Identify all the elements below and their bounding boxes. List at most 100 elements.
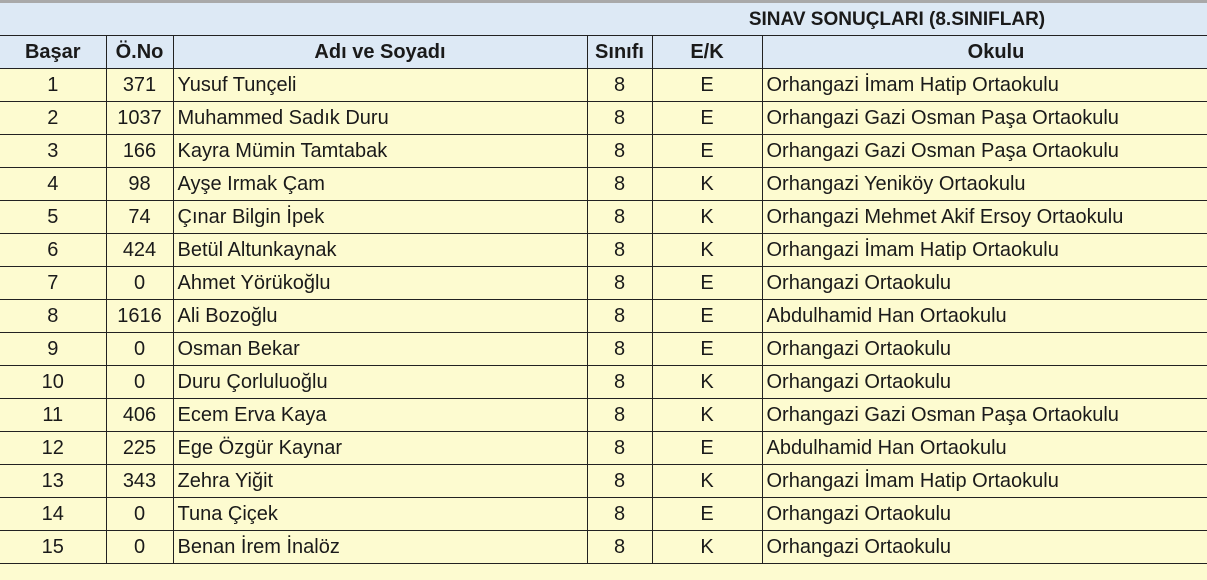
name-cell[interactable]: Zehra Yiğit bbox=[172, 464, 588, 498]
rank-cell[interactable]: 8 bbox=[0, 299, 107, 333]
name-cell[interactable]: Osman Bekar bbox=[172, 332, 588, 366]
school-cell[interactable]: Orhangazi Gazi Osman Paşa Ortaokulu bbox=[761, 134, 1207, 168]
number-cell[interactable]: 225 bbox=[105, 431, 174, 465]
name-cell[interactable]: Ali Bozoğlu bbox=[172, 299, 588, 333]
header-school[interactable]: Okulu bbox=[761, 35, 1207, 69]
gender-cell[interactable]: E bbox=[651, 299, 763, 333]
rank-cell[interactable]: 12 bbox=[0, 431, 107, 465]
rank-cell[interactable]: 14 bbox=[0, 497, 107, 531]
name-cell[interactable]: Yusuf Tunçeli bbox=[172, 68, 588, 102]
number-cell[interactable]: 0 bbox=[105, 365, 174, 399]
school-cell[interactable]: Orhangazi Ortaokulu bbox=[761, 266, 1207, 300]
school-cell[interactable]: Orhangazi Ortaokulu bbox=[761, 365, 1207, 399]
class-cell[interactable]: 8 bbox=[586, 68, 653, 102]
gender-cell[interactable]: E bbox=[651, 68, 763, 102]
name-cell[interactable]: Benan İrem İnalöz bbox=[172, 530, 588, 564]
class-cell[interactable]: 8 bbox=[586, 299, 653, 333]
rank-cell[interactable]: 6 bbox=[0, 233, 107, 267]
name-cell[interactable]: Ayşe Irmak Çam bbox=[172, 167, 588, 201]
rank-cell[interactable]: 2 bbox=[0, 101, 107, 135]
name-cell[interactable]: Ecem Erva Kaya bbox=[172, 398, 588, 432]
gender-cell[interactable]: K bbox=[651, 167, 763, 201]
name-cell[interactable]: Ahmet Yörükoğlu bbox=[172, 266, 588, 300]
gender-cell[interactable]: E bbox=[651, 497, 763, 531]
school-cell[interactable]: Abdulhamid Han Ortaokulu bbox=[761, 299, 1207, 333]
header-gender[interactable]: E/K bbox=[651, 35, 763, 69]
table-row: 3 166 Kayra Mümin Tamtabak 8 E Orhangazi Gazi… bbox=[0, 134, 1207, 168]
class-cell[interactable]: 8 bbox=[586, 431, 653, 465]
number-cell[interactable]: 1037 bbox=[105, 101, 174, 135]
class-cell[interactable]: 8 bbox=[586, 200, 653, 234]
name-cell[interactable]: Kayra Mümin Tamtabak bbox=[172, 134, 588, 168]
rank-cell[interactable]: 10 bbox=[0, 365, 107, 399]
number-cell[interactable]: 74 bbox=[105, 200, 174, 234]
school-cell[interactable]: Orhangazi İmam Hatip Ortaokulu bbox=[761, 68, 1207, 102]
school-cell[interactable]: Orhangazi Gazi Osman Paşa Ortaokulu bbox=[761, 101, 1207, 135]
school-cell[interactable]: Orhangazi Gazi Osman Paşa Ortaokulu bbox=[761, 398, 1207, 432]
gender-cell[interactable]: E bbox=[651, 266, 763, 300]
class-cell[interactable]: 8 bbox=[586, 233, 653, 267]
class-cell[interactable]: 8 bbox=[586, 530, 653, 564]
name-cell[interactable]: Tuna Çiçek bbox=[172, 497, 588, 531]
rank-cell[interactable]: 3 bbox=[0, 134, 107, 168]
school-cell[interactable]: Orhangazi Ortaokulu bbox=[761, 497, 1207, 531]
rank-cell[interactable]: 5 bbox=[0, 200, 107, 234]
class-cell[interactable]: 8 bbox=[586, 464, 653, 498]
gender-cell[interactable]: K bbox=[651, 530, 763, 564]
school-cell[interactable]: Orhangazi Ortaokulu bbox=[761, 530, 1207, 564]
class-cell[interactable]: 8 bbox=[586, 497, 653, 531]
number-cell[interactable]: 166 bbox=[105, 134, 174, 168]
table-row: 8 1616 Ali Bozoğlu 8 E Abdulhamid Han Ortaoku… bbox=[0, 299, 1207, 333]
class-cell[interactable]: 8 bbox=[586, 167, 653, 201]
school-cell[interactable]: Orhangazi İmam Hatip Ortaokulu bbox=[761, 464, 1207, 498]
gender-cell[interactable]: K bbox=[651, 464, 763, 498]
number-cell[interactable]: 0 bbox=[105, 266, 174, 300]
rank-cell[interactable]: 13 bbox=[0, 464, 107, 498]
number-cell[interactable]: 343 bbox=[105, 464, 174, 498]
school-cell[interactable]: Orhangazi Yeniköy Ortaokulu bbox=[761, 167, 1207, 201]
number-cell[interactable]: 98 bbox=[105, 167, 174, 201]
number-cell[interactable]: 0 bbox=[105, 497, 174, 531]
class-cell[interactable]: 8 bbox=[586, 332, 653, 366]
gender-cell[interactable]: K bbox=[651, 365, 763, 399]
class-cell[interactable]: 8 bbox=[586, 365, 653, 399]
gender-cell[interactable]: K bbox=[651, 233, 763, 267]
gender-cell[interactable]: E bbox=[651, 431, 763, 465]
class-cell[interactable]: 8 bbox=[586, 101, 653, 135]
name-cell[interactable]: Betül Altunkaynak bbox=[172, 233, 588, 267]
class-cell[interactable]: 8 bbox=[586, 398, 653, 432]
gender-cell[interactable]: E bbox=[651, 101, 763, 135]
school-cell[interactable]: Orhangazi İmam Hatip Ortaokulu bbox=[761, 233, 1207, 267]
name-cell[interactable]: Ege Özgür Kaynar bbox=[172, 431, 588, 465]
header-rank[interactable]: Başar bbox=[0, 35, 107, 69]
rank-cell[interactable]: 15 bbox=[0, 530, 107, 564]
school-cell[interactable]: Orhangazi Mehmet Akif Ersoy Ortaokulu bbox=[761, 200, 1207, 234]
name-cell[interactable]: Duru Çorluluoğlu bbox=[172, 365, 588, 399]
table-row: 4 98 Ayşe Irmak Çam 8 K Orhangazi Yeniköy Ort… bbox=[0, 167, 1207, 201]
school-cell[interactable]: Orhangazi Ortaokulu bbox=[761, 332, 1207, 366]
header-class[interactable]: Sınıfı bbox=[586, 35, 653, 69]
header-number[interactable]: Ö.No bbox=[105, 35, 174, 69]
rank-cell[interactable]: 9 bbox=[0, 332, 107, 366]
header-name[interactable]: Adı ve Soyadı bbox=[172, 35, 588, 69]
gender-cell[interactable]: K bbox=[651, 200, 763, 234]
rank-cell[interactable]: 1 bbox=[0, 68, 107, 102]
number-cell[interactable]: 371 bbox=[105, 68, 174, 102]
gender-cell[interactable]: K bbox=[651, 398, 763, 432]
table-row: 2 1037 Muhammed Sadık Duru 8 E Orhangazi Gazi… bbox=[0, 101, 1207, 135]
school-cell[interactable]: Abdulhamid Han Ortaokulu bbox=[761, 431, 1207, 465]
gender-cell[interactable]: E bbox=[651, 134, 763, 168]
rank-cell[interactable]: 4 bbox=[0, 167, 107, 201]
rank-cell[interactable]: 11 bbox=[0, 398, 107, 432]
name-cell[interactable]: Çınar Bilgin İpek bbox=[172, 200, 588, 234]
gender-cell[interactable]: E bbox=[651, 332, 763, 366]
number-cell[interactable]: 424 bbox=[105, 233, 174, 267]
name-cell[interactable]: Muhammed Sadık Duru bbox=[172, 101, 588, 135]
number-cell[interactable]: 1616 bbox=[105, 299, 174, 333]
number-cell[interactable]: 406 bbox=[105, 398, 174, 432]
number-cell[interactable]: 0 bbox=[105, 530, 174, 564]
rank-cell[interactable]: 7 bbox=[0, 266, 107, 300]
number-cell[interactable]: 0 bbox=[105, 332, 174, 366]
class-cell[interactable]: 8 bbox=[586, 266, 653, 300]
class-cell[interactable]: 8 bbox=[586, 134, 653, 168]
